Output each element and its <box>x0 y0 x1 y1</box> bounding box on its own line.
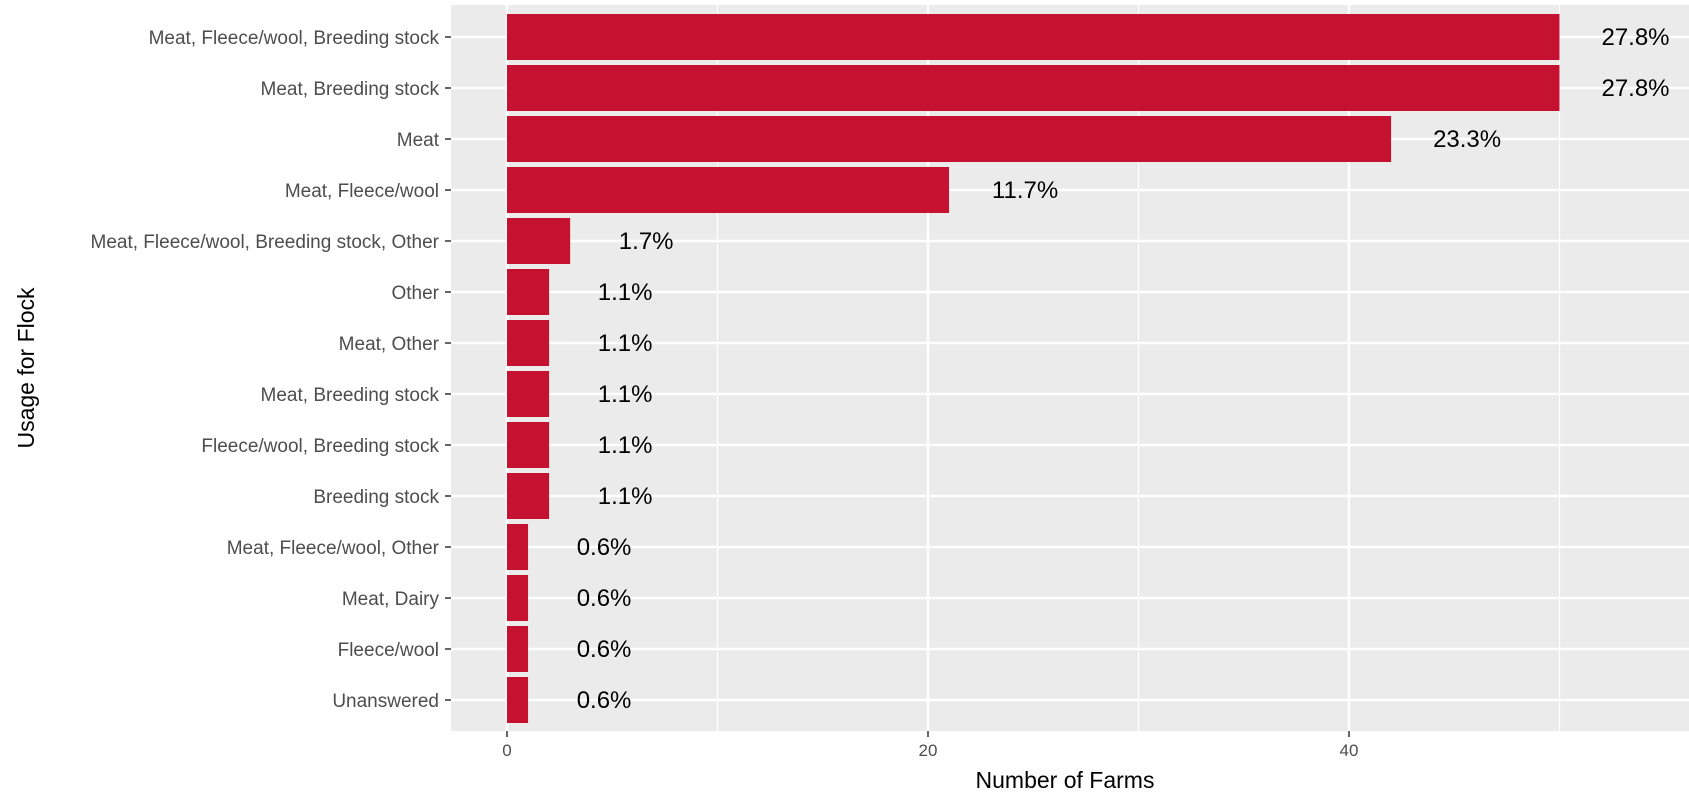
data-label: 0.6% <box>577 585 632 612</box>
data-label: 27.8% <box>1601 24 1669 51</box>
data-label: 1.1% <box>598 432 653 459</box>
plot-panel <box>451 5 1689 731</box>
bar <box>507 626 529 672</box>
y-category-label: Meat, Breeding stock <box>261 385 440 406</box>
bar <box>507 167 950 213</box>
y-category-label: Meat, Fleece/wool <box>285 181 439 202</box>
y-category-label: Meat, Fleece/wool, Breeding stock, Other <box>91 232 440 253</box>
data-label: 1.1% <box>598 381 653 408</box>
bar <box>507 371 550 417</box>
data-label: 11.7% <box>992 177 1058 204</box>
y-category-label: Unanswered <box>332 691 439 712</box>
bar <box>507 677 529 723</box>
y-category-label: Fleece/wool <box>338 640 439 661</box>
data-labels: 27.8% 27.8% 23.3% 11.7% 1.7% 1.1% 1.1% 1.1% 1.1%… <box>577 24 1670 714</box>
y-category-label: Breeding stock <box>313 487 439 508</box>
x-axis-tick-labels: 0 20 40 <box>502 731 1358 760</box>
bar <box>507 65 1560 111</box>
y-category-label: Meat, Fleece/wool, Breeding stock <box>149 28 440 49</box>
y-category-label: Meat, Dairy <box>342 589 440 610</box>
data-label: 1.1% <box>598 330 653 357</box>
bar <box>507 14 1560 60</box>
data-label: 23.3% <box>1433 126 1501 153</box>
y-category-label: Other <box>391 283 439 304</box>
bar <box>507 524 529 570</box>
data-label: 27.8% <box>1601 75 1669 102</box>
bars <box>507 14 1560 723</box>
bar <box>507 218 571 264</box>
y-category-label: Meat, Breeding stock <box>261 79 440 100</box>
bar <box>507 320 550 366</box>
x-axis-title: Number of Farms <box>976 767 1155 793</box>
data-label: 1.1% <box>598 483 653 510</box>
bar <box>507 473 550 519</box>
y-category-label: Fleece/wool, Breeding stock <box>201 436 439 457</box>
data-label: 1.7% <box>619 228 674 255</box>
bar <box>507 422 550 468</box>
x-tick-label: 20 <box>919 741 938 760</box>
data-label: 0.6% <box>577 534 632 561</box>
y-category-label: Meat, Fleece/wool, Other <box>227 538 440 559</box>
bar <box>507 116 1392 162</box>
y-axis-title: Usage for Flock <box>13 287 39 449</box>
x-tick-label: 40 <box>1340 741 1359 760</box>
bar <box>507 575 529 621</box>
y-category-label: Meat, Other <box>339 334 440 355</box>
data-label: 0.6% <box>577 636 632 663</box>
x-tick-label: 0 <box>502 741 511 760</box>
data-label: 0.6% <box>577 687 632 714</box>
y-axis-category-labels: Meat, Fleece/wool, Breeding stock Meat, B… <box>91 28 451 712</box>
data-label: 1.1% <box>598 279 653 306</box>
y-category-label: Meat <box>397 130 440 151</box>
bar <box>507 269 550 315</box>
